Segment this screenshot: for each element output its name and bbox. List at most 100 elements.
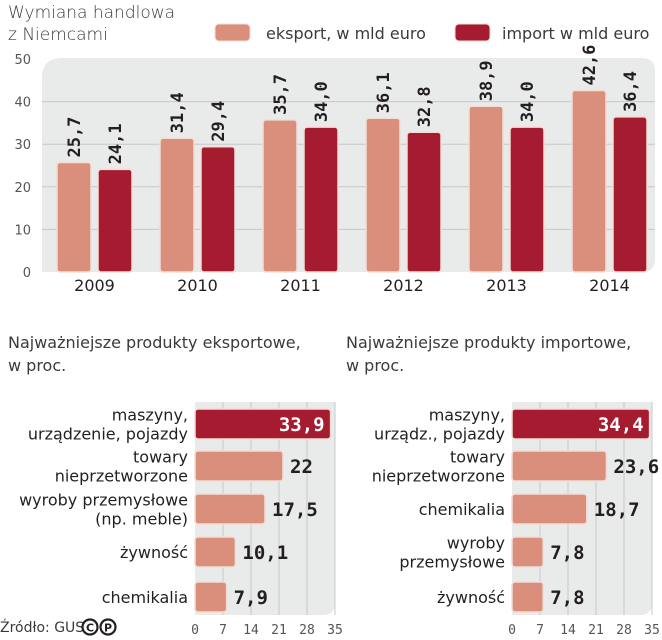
bar-import-2012 [406,131,442,273]
bar-exp-1 [194,450,284,482]
x-tick-label: 2012 [383,276,424,295]
value-label: 23,6 [613,456,659,478]
value-labels: 33,9 22 17,5 10,1 7,9 [234,414,325,609]
bar-exp-4 [194,581,228,613]
x-tick-label: 0 [508,623,516,638]
export-products-chart: Najważniejsze produkty eksportowe, w pro… [8,333,343,638]
bar-export-2012 [365,117,401,273]
category-label: nieprzetworzone [372,467,505,486]
value-label-export-2014: 42,6 [580,45,600,86]
copyright-icon: C [81,618,99,636]
category-label: chemikalia [102,588,188,607]
bars [194,408,332,613]
x-tick-label: 2009 [74,276,115,295]
bar-exp-0 [194,408,332,440]
value-label: 18,7 [594,499,640,521]
value-label-import-2012: 32,8 [415,86,435,127]
x-tick-label: 28 [299,623,315,638]
import-chart-title-line-2: w proc. [346,356,404,375]
bar-export-2009 [56,161,92,273]
x-tick-label: 28 [616,623,632,638]
category-label: maszyny, [112,406,188,425]
y-tick-label: 40 [14,96,31,111]
value-label: 22 [290,456,313,478]
category-label: urządz., pojazdy [374,425,505,444]
bar-import-2009 [97,168,133,273]
svg-text:C: C [86,622,94,635]
value-label: 7,8 [550,542,584,564]
x-tick-label: 7 [536,623,544,638]
bar-import-2014 [612,116,648,273]
y-tick-label: 10 [14,223,31,238]
x-axis: 0 7 14 21 28 35 [508,623,660,638]
value-label-export-2013: 38,9 [477,60,497,101]
export-chart-title-line-1: Najważniejsze produkty eksportowe, [8,333,301,352]
x-tick-label: 2011 [280,276,321,295]
value-label-import-2011: 34,0 [312,81,332,122]
value-labels: 25,7 24,1 31,4 29,4 35,7 34,0 36,1 32,8 38,9 34,0… [65,45,641,165]
x-tick-label: 2014 [589,276,630,295]
gridlines [42,101,655,230]
value-label: 7,9 [234,587,268,609]
category-label: towary [133,448,188,467]
bar-import-2010 [200,146,236,273]
value-label-import-2009: 24,1 [106,123,126,164]
x-tick-label: 21 [271,623,287,638]
legend-swatch-export [214,23,251,42]
value-label-export-2010: 31,4 [168,92,188,133]
p-icon: P [99,618,117,636]
x-tick-label: 35 [327,623,343,638]
x-axis: 2009 2010 2011 2012 2013 2014 [74,276,630,295]
chart-title-line-2: z Niemcami [8,25,108,45]
svg-text:P: P [104,622,112,635]
bars [56,89,648,273]
value-label-import-2013: 34,0 [518,81,538,122]
value-label-import-2014: 36,4 [621,71,641,112]
bar-imp-3 [511,536,544,568]
export-chart-title-line-2: w proc. [8,356,66,375]
category-label: nieprzetworzone [55,467,188,486]
y-tick-label: 0 [23,266,31,281]
bars [511,408,651,613]
category-label: przemysłowe [399,553,505,572]
x-tick-label: 35 [644,623,660,638]
value-label: 33,9 [279,414,325,436]
x-tick-label: 2010 [177,276,218,295]
value-label: 7,8 [550,587,584,609]
value-label: 34,4 [598,414,644,436]
category-labels: maszyny,urządzenie, pojazdy towarynieprze… [19,406,188,608]
value-label-export-2009: 25,7 [65,117,85,158]
x-tick-label: 7 [219,623,227,638]
value-label: 17,5 [272,499,318,521]
bar-exp-2 [194,493,266,525]
category-labels: maszyny,urządz., pojazdy towarynieprzetwo… [372,406,505,608]
x-tick-label: 14 [560,623,576,638]
x-tick-label: 14 [243,623,259,638]
bar-export-2013 [468,105,504,273]
bar-import-2011 [303,126,339,273]
x-tick-label: 21 [588,623,604,638]
value-labels: 34,4 23,6 18,7 7,8 7,8 [550,414,659,609]
value-label: 10,1 [242,542,288,564]
legend: eksport, w mld euro import w mld euro [214,23,649,43]
y-tick-label: 30 [14,138,31,153]
value-label-import-2010: 29,4 [209,101,229,142]
category-label: urządzenie, pojazdy [28,425,188,444]
plot-background [42,58,655,272]
import-chart-title-line-1: Najważniejsze produkty importowe, [346,333,631,352]
y-axis: 0 10 20 30 40 50 [14,53,31,281]
legend-label-export: eksport, w mld euro [266,24,426,43]
x-tick-label: 2013 [486,276,527,295]
category-label: wyroby [447,534,505,553]
import-products-chart: Najważniejsze produkty importowe, w proc… [346,333,660,638]
value-label-export-2012: 36,1 [374,72,394,113]
y-tick-label: 20 [14,181,31,196]
bar-imp-1 [511,450,608,482]
bar-export-2011 [262,119,298,273]
category-label: towary [450,448,505,467]
category-label: żywność [120,543,188,562]
bar-imp-4 [511,581,544,613]
bar-export-2010 [159,137,195,273]
source-text: Źródło: GUS [0,618,84,636]
y-tick-label: 50 [14,53,31,68]
